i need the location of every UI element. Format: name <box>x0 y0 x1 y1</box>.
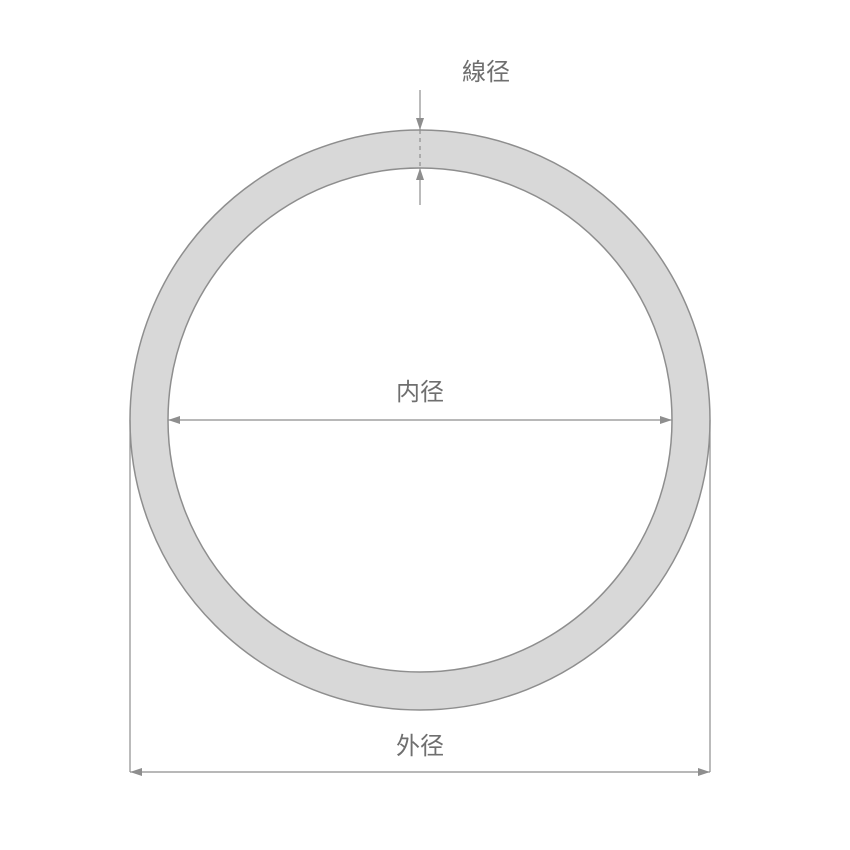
ring-diagram: 線径内径外径 <box>0 0 850 850</box>
outer-diameter-label: 外径 <box>396 733 444 760</box>
inner-diameter-label: 内径 <box>396 379 444 406</box>
wire-diameter-label: 線径 <box>462 59 510 86</box>
